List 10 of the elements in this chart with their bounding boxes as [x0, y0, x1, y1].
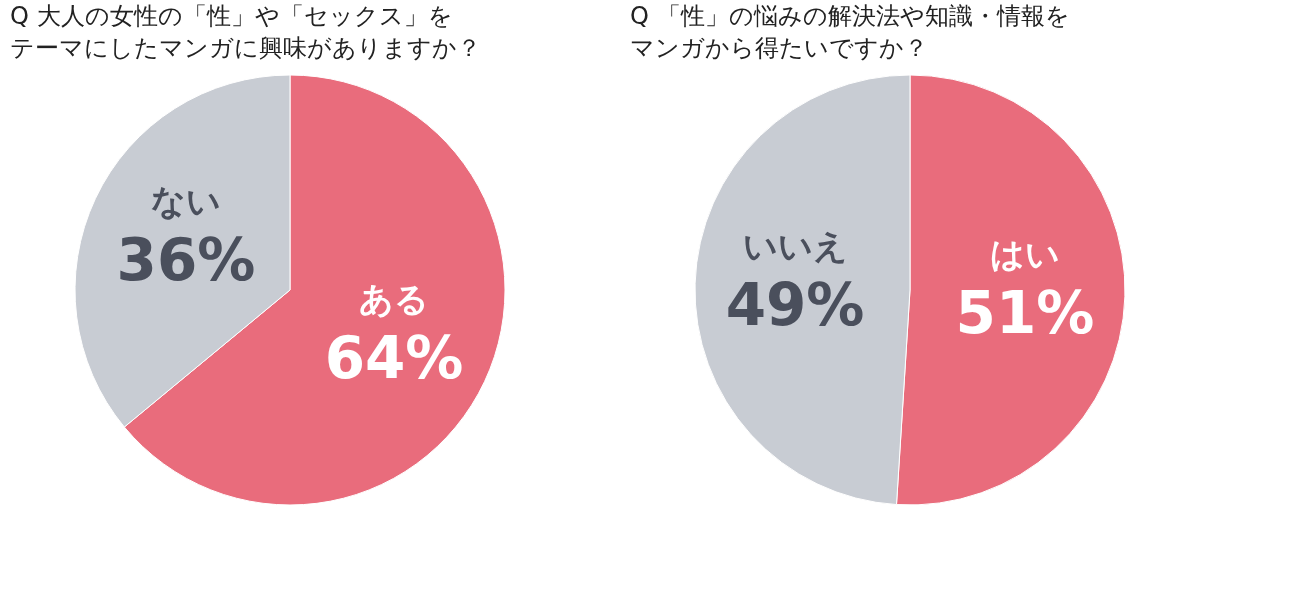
slice-label: ない — [150, 181, 221, 222]
slice-label: いいえ — [742, 226, 848, 267]
chart-title: Q 大人の女性の「性」や「セックス」をテーマにしたマンガに興味がありますか？ — [10, 2, 481, 62]
chart-title: Q 「性」の悩みの解決法や知識・情報をマンガから得たいですか？ — [630, 2, 1070, 62]
data-label: 51% — [955, 278, 1095, 347]
data-label: 49% — [725, 271, 865, 340]
data-label: 64% — [324, 323, 464, 392]
slice-label: ある — [359, 278, 430, 319]
data-label: 36% — [116, 226, 256, 295]
slice-label: はい — [989, 233, 1060, 274]
